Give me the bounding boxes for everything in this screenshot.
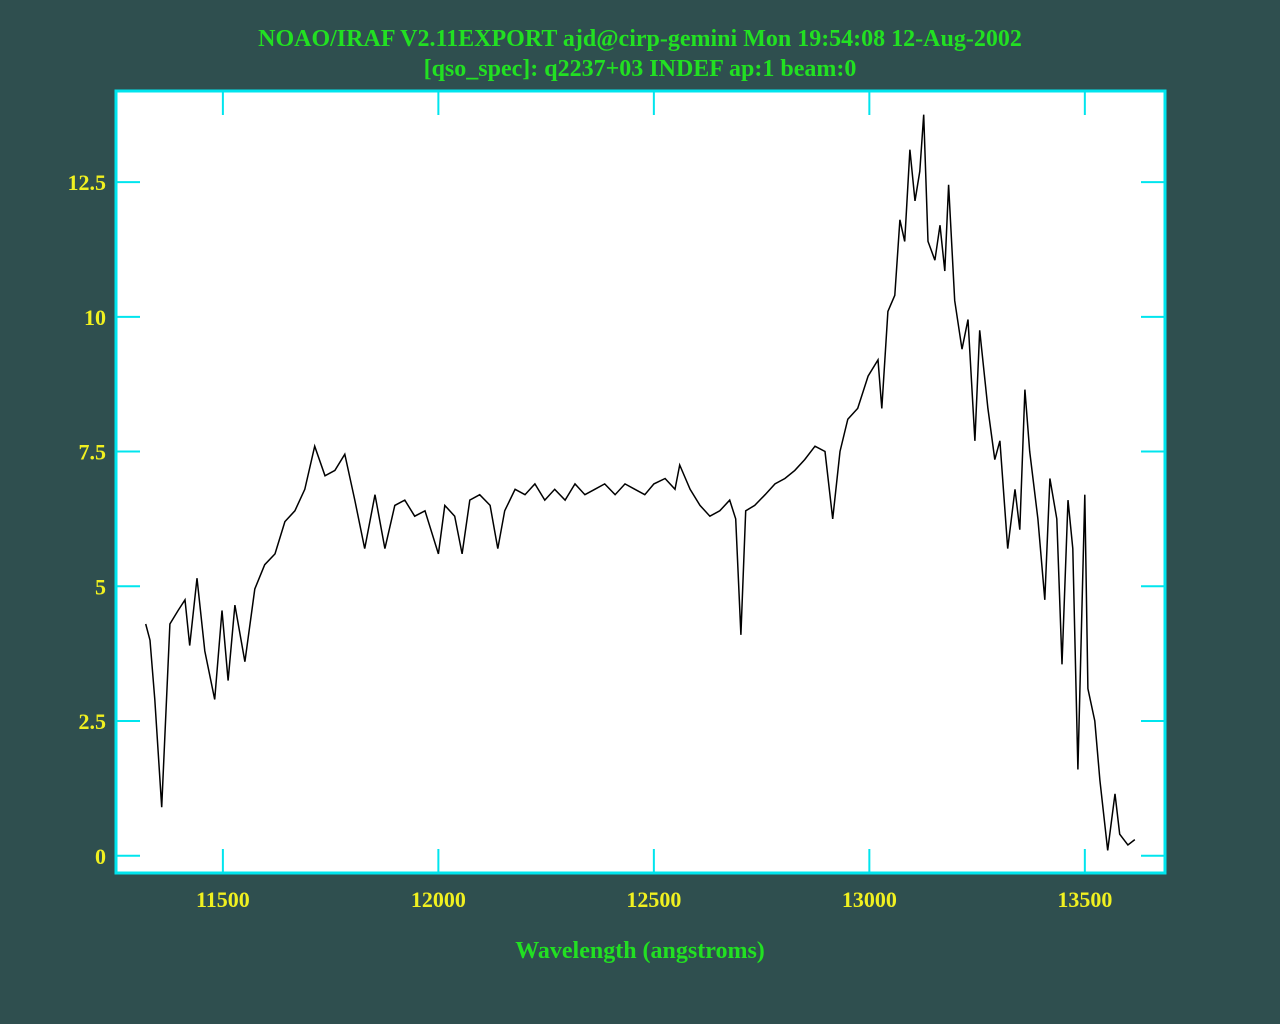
y-tick-label: 5 [95,574,106,599]
y-tick-label: 0 [95,844,106,869]
y-tick-label: 7.5 [79,440,107,465]
x-axis-label: Wavelength (angstroms) [515,938,765,964]
plot-frame [114,89,1167,875]
spectrum-line [144,114,1136,851]
y-tick-label: 2.5 [79,709,107,734]
x-tick-label: 11500 [196,887,250,912]
x-tick-label: 13500 [1057,887,1112,912]
x-tick-label: 12500 [626,887,681,912]
x-tick-label: 13000 [842,887,897,912]
chart-title: NOAO/IRAF V2.11EXPORT ajd@cirp-gemini Mo… [258,26,1022,52]
y-tick-label: 12.5 [68,170,107,195]
y-tick-label: 10 [84,305,106,330]
chart-subtitle: [qso_spec]: q2237+03 INDEF ap:1 beam:0 [424,56,857,82]
x-tick-label: 12000 [411,887,466,912]
